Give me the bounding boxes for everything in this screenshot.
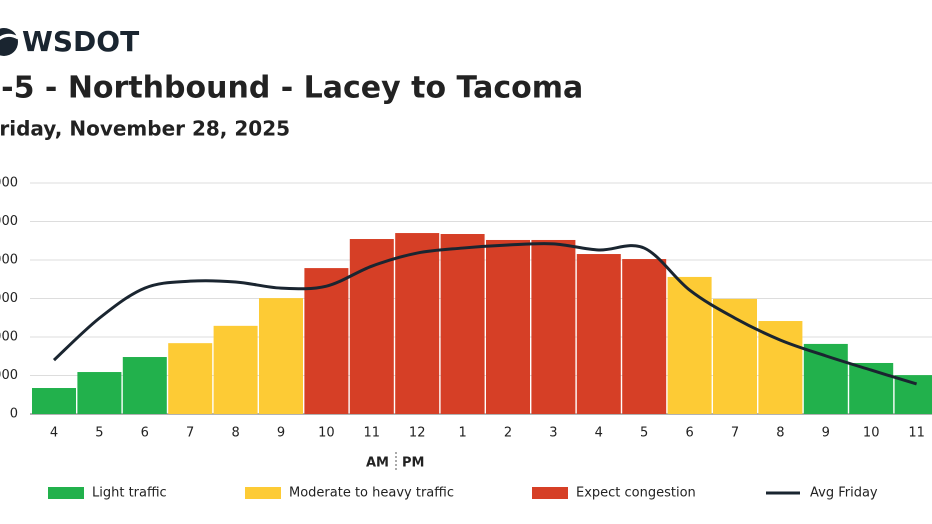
y-tick-label: 3000	[0, 291, 18, 306]
legend-swatch	[245, 487, 281, 499]
x-tick-label: 9	[277, 426, 285, 441]
x-tick-label: 3	[549, 426, 557, 441]
bar	[622, 259, 667, 414]
bar	[395, 233, 440, 414]
bar	[213, 325, 258, 414]
x-tick-label: 11	[908, 426, 925, 441]
logo-swoosh	[0, 33, 19, 41]
x-tick-label: 1	[458, 426, 466, 441]
bar	[486, 239, 530, 414]
bar	[349, 239, 394, 414]
bar	[531, 239, 576, 414]
x-tick-label: 2	[504, 426, 512, 441]
line	[52, 242, 918, 386]
x-tick-label: 5	[95, 426, 103, 441]
x-tick-label: 10	[863, 426, 880, 441]
y-tick-label: 1000	[0, 368, 18, 383]
x-tick-label: 7	[731, 426, 739, 441]
legend-label: Light traffic	[92, 486, 167, 501]
bar	[259, 298, 303, 414]
bar	[713, 298, 757, 414]
chart-subtitle: Friday, November 28, 2025	[0, 117, 290, 141]
bar	[168, 343, 213, 414]
y-tick-label: 5000	[0, 214, 18, 229]
x-tick-label: 4	[50, 426, 58, 441]
x-tick-label: 8	[776, 426, 784, 441]
bar	[122, 357, 167, 414]
x-tick-label: 6	[685, 426, 693, 441]
x-tick-label: 10	[318, 426, 335, 441]
bar	[758, 321, 803, 414]
bar	[667, 276, 712, 414]
bar	[32, 388, 76, 414]
x-tick-label: 12	[409, 426, 426, 441]
y-tick-label: 2000	[0, 330, 18, 345]
y-tick-label: 0	[10, 407, 18, 422]
chart-title: I-5 - Northbound - Lacey to Tacoma	[0, 71, 583, 106]
legend-swatch	[48, 487, 84, 499]
bar	[894, 375, 932, 414]
x-tick-label: 11	[364, 426, 381, 441]
logo: WSDOT	[0, 25, 139, 58]
bar	[304, 268, 349, 414]
pm-label: PM	[402, 456, 424, 471]
legend-swatch	[532, 487, 568, 499]
x-tick-label: 7	[186, 426, 194, 441]
am-label: AM	[366, 456, 389, 471]
legend-label: Moderate to heavy traffic	[289, 486, 454, 501]
logo-icon	[0, 28, 18, 56]
bar	[77, 372, 122, 414]
bar	[440, 234, 485, 414]
x-tick-label: 9	[822, 426, 830, 441]
bar	[576, 254, 621, 414]
legend-label: Avg Friday	[810, 486, 878, 501]
y-tick-label: 6000	[0, 176, 18, 191]
logo-text: WSDOT	[22, 25, 139, 58]
y-tick-label: 4000	[0, 253, 18, 268]
x-tick-label: 4	[595, 426, 603, 441]
x-tick-label: 6	[141, 426, 149, 441]
x-tick-label: 5	[640, 426, 648, 441]
x-tick-label: 8	[231, 426, 239, 441]
legend-label: Expect congestion	[576, 486, 696, 501]
